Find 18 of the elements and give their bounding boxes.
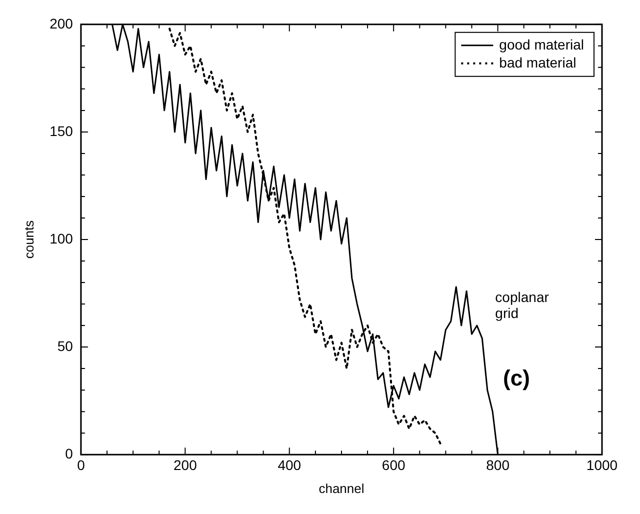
line-series xyxy=(168,28,442,445)
x-tick-label: 1000 xyxy=(586,456,618,473)
y-tick-label: 200 xyxy=(50,15,74,32)
x-tick-label: 0 xyxy=(77,456,86,473)
x-tick-label: 800 xyxy=(486,456,510,473)
y-tick-label: 150 xyxy=(50,122,74,139)
x-tick-label: 200 xyxy=(173,456,198,473)
annotation: (c) xyxy=(503,366,530,391)
x-tick-label: 600 xyxy=(382,456,406,473)
legend-label: bad material xyxy=(499,54,576,70)
x-tick-label: 400 xyxy=(278,456,302,473)
annotation: coplanar grid xyxy=(495,288,550,321)
x-axis-title: channel xyxy=(318,480,364,496)
y-tick-label: 100 xyxy=(50,230,74,246)
y-tick-label: 0 xyxy=(65,445,74,462)
y-axis-title: counts xyxy=(21,220,36,259)
y-tick-label: 50 xyxy=(57,338,74,354)
legend-label: good material xyxy=(499,36,584,52)
